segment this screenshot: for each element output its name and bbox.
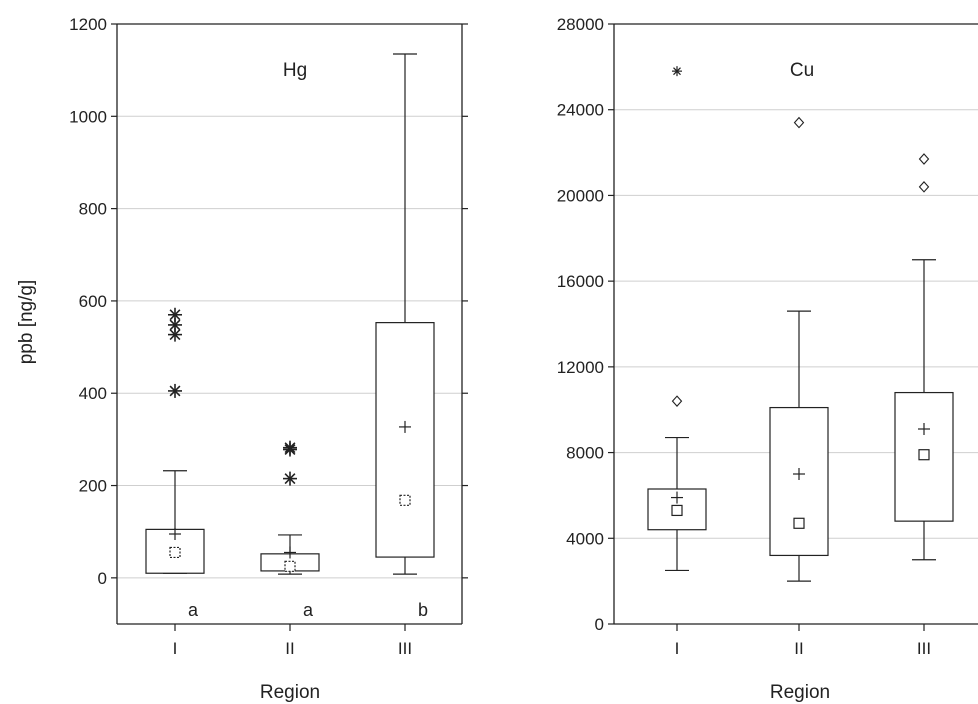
hg-median-marker: [285, 561, 295, 571]
hg-y-tick-label: 800: [79, 200, 107, 219]
hg-box-I: a: [146, 308, 204, 620]
hg-iqr-box: [376, 323, 434, 557]
cu-y-tick-label: 16000: [557, 272, 604, 291]
cu-x-axis-title: Region: [770, 682, 830, 703]
hg-y-tick-label: 0: [98, 569, 107, 588]
cu-y-tick-label: 4000: [566, 529, 604, 548]
cu-extreme-asterisk: [672, 66, 682, 76]
hg-x-tick-label: III: [398, 639, 412, 658]
cu-box-I: [648, 66, 706, 570]
hg-group-letter: b: [418, 600, 428, 620]
cu-median-marker: [919, 450, 929, 460]
cu-x-tick-label: III: [917, 639, 931, 658]
hg-box-II: a: [261, 441, 319, 620]
cu-x-tick-label: I: [675, 639, 680, 658]
hg-outlier-asterisk: [168, 308, 182, 322]
hg-outlier-asterisk: [168, 384, 182, 398]
hg-y-tick-label: 200: [79, 477, 107, 496]
hg-group-letter: a: [188, 600, 199, 620]
hg-box-III: b: [376, 54, 434, 620]
cu-outlier-diamond: [920, 182, 929, 192]
hg-panel-label: Hg: [283, 60, 307, 81]
hg-y-axis-title: ppb [ng/g]: [16, 280, 37, 365]
cu-median-marker: [672, 505, 682, 515]
cu-box-III: [895, 154, 953, 560]
cu-y-tick-label: 8000: [566, 444, 604, 463]
hg-x-axis-title: Region: [260, 682, 320, 703]
hg-y-tick-label: 600: [79, 292, 107, 311]
cu-outlier-diamond: [920, 154, 929, 164]
cu-y-tick-label: 0: [595, 615, 604, 634]
hg-median-marker: [400, 495, 410, 505]
hg-y-tick-label: 1000: [69, 107, 107, 126]
cu-outlier-diamond: [673, 396, 682, 406]
hg-y-tick-label: 400: [79, 384, 107, 403]
hg-outlier-asterisk: [283, 441, 297, 455]
hg-x-tick-label: I: [173, 639, 178, 658]
hg-group-letter: a: [303, 600, 314, 620]
hg-y-tick-label: 1200: [69, 15, 107, 34]
hg-median-marker: [170, 547, 180, 557]
cu-median-marker: [794, 518, 804, 528]
cu-y-tick-label: 28000: [557, 15, 604, 34]
hg-x-tick-label: II: [285, 639, 294, 658]
cu-outlier-diamond: [795, 118, 804, 128]
hg-outlier-asterisk: [283, 472, 297, 486]
cu-iqr-box: [770, 408, 828, 556]
cu-y-tick-label: 12000: [557, 358, 604, 377]
cu-x-tick-label: II: [794, 639, 803, 658]
hg-panel: Hg ppb [ng/g] Region 0 200 400 600 800 1000 12…: [16, 15, 468, 703]
cu-y-tick-label: 20000: [557, 186, 604, 205]
cu-panel-label: Cu: [790, 60, 814, 81]
cu-box-II: [770, 118, 828, 582]
cu-panel: Cu Region 0 4000 8000 12000 16000 20000 24000 2…: [557, 15, 978, 703]
cu-y-tick-label: 24000: [557, 101, 604, 120]
